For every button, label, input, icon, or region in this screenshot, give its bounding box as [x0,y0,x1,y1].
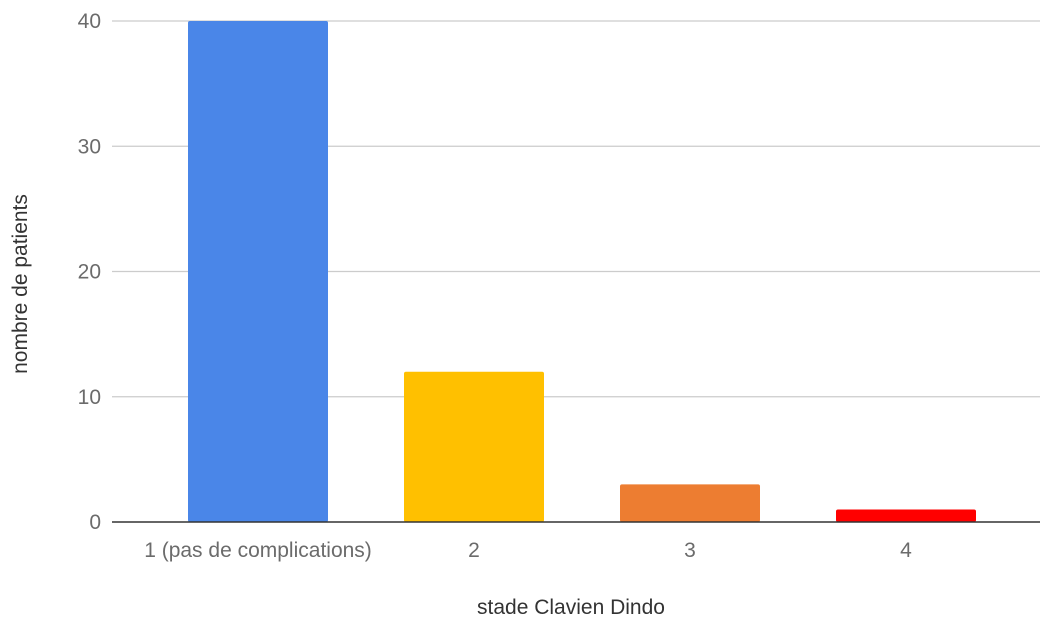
y-axis-title: nombre de patients [9,194,32,374]
y-tick-label: 0 [89,511,101,534]
bar [620,484,760,522]
y-tick-label: 20 [78,261,101,284]
y-tick-label: 40 [78,10,101,33]
y-tick-label: 10 [78,386,101,409]
bar [404,371,544,522]
bar [188,21,328,522]
x-tick-label: 4 [900,539,912,562]
y-axis-ticks: 0 10 20 30 40 [78,10,101,534]
x-tick-label: 2 [468,539,480,562]
y-tick-label: 30 [78,135,101,158]
bars [188,21,976,522]
x-tick-label: 1 (pas de complications) [144,539,372,562]
x-axis-ticks: 1 (pas de complications) 2 3 4 [144,539,912,562]
x-tick-label: 3 [684,539,696,562]
bar [836,509,976,522]
x-axis-title: stade Clavien Dindo [477,596,665,619]
